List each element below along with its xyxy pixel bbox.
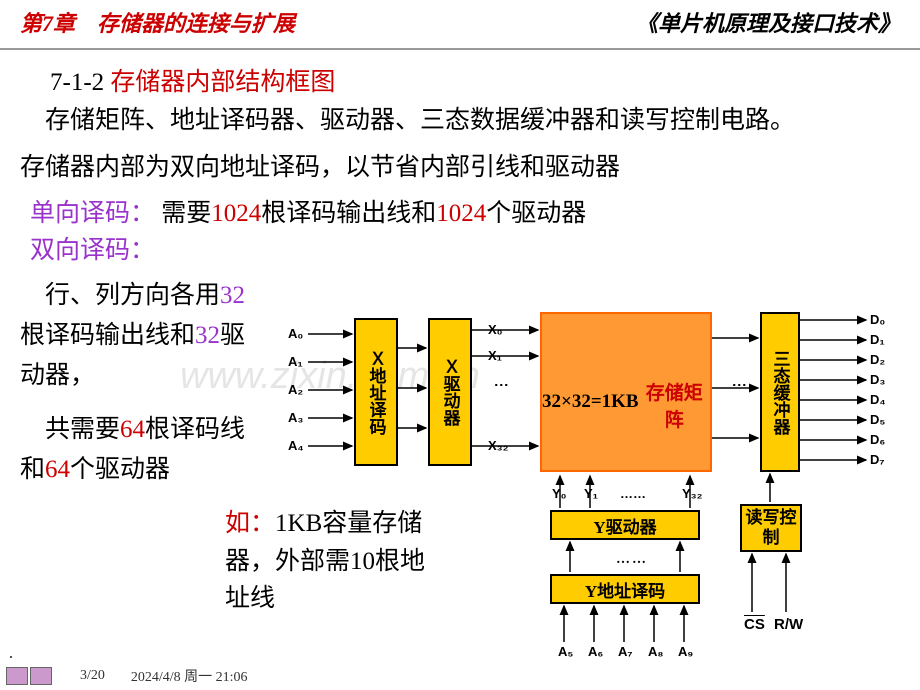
book-title: 《单片机原理及接口技术》 <box>636 6 900 38</box>
para-1: 存储矩阵、地址译码器、驱动器、三态数据缓冲器和读写控制电路。 <box>20 102 900 140</box>
page-number: 3/20 <box>80 668 105 684</box>
slide-header: 第7章 存储器的连接与扩展 《单片机原理及接口技术》 <box>0 0 920 50</box>
uni-label: 单向译码： <box>30 200 155 227</box>
bi-decode-line: 双向译码： <box>20 232 900 270</box>
left-description: 行、列方向各用32根译码输出线和32驱动器， 共需要64根译码线和64个驱动器 <box>20 276 255 490</box>
diagram-arrows <box>250 308 900 658</box>
footer-date: 2024/4/8 周一 21:06 <box>131 666 248 686</box>
nav-prev-button[interactable] <box>6 667 28 685</box>
section-number: 7-1-2 <box>50 69 104 96</box>
chapter-title: 第7章 存储器的连接与扩展 <box>20 6 295 38</box>
footer-dot: · <box>8 647 14 668</box>
para-2: 存储器内部为双向地址译码，以节省内部引线和驱动器 <box>20 149 900 187</box>
section-title: 存储器内部结构框图 <box>110 69 335 96</box>
slide-footer: 3/20 2024/4/8 周一 21:06 · <box>0 662 920 690</box>
bi-label: 双向译码： <box>30 237 155 264</box>
block-diagram: Ｘ地址译码 Ｘ驱动器 32×32=1KB 存储矩阵 三态缓冲器 Y驱动器 Y地址… <box>250 308 900 658</box>
nav-next-button[interactable] <box>30 667 52 685</box>
section-heading: 7-1-2 存储器内部结构框图 <box>20 64 900 102</box>
uni-decode-line: 单向译码： 需要1024根译码输出线和1024个驱动器 <box>20 195 900 233</box>
